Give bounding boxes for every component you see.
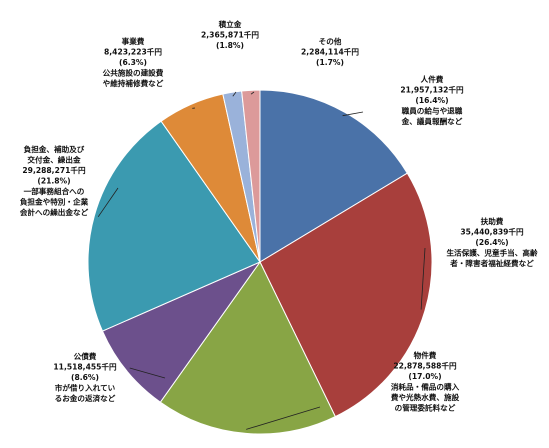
slice-label-supplies: 物件費 22,878,588千円(17.0%)消耗品・備品の購入費や光熱水費、施設… xyxy=(391,350,460,413)
slice-label-line: (6.3%) xyxy=(119,58,147,67)
slice-label-line: 公共施設の建設費 xyxy=(103,68,164,78)
slice-label-line: 費や光熱水費、施設 xyxy=(391,392,460,402)
slice-label-line: 人件費 xyxy=(420,74,444,84)
pie-slice-personnel xyxy=(259,89,408,263)
slice-label-line: 11,518,455千円 xyxy=(53,362,117,372)
slice-label-line: の管理委託料など xyxy=(395,403,456,413)
slice-label-line: 会計への繰出金など xyxy=(20,207,89,217)
slice-label-assistance: 扶助費 35,440,839千円(26.4%)生活保護、児童手当、高齢者・障害者福… xyxy=(446,216,538,268)
slice-label-line: (21.8%) xyxy=(37,177,70,186)
slice-label-line: 2,365,871千円 xyxy=(201,30,259,40)
leader-line-contributions xyxy=(97,187,119,218)
leader-line-reserve xyxy=(232,91,237,97)
slice-label-line: 負担金や特別・企業 xyxy=(20,197,89,207)
slice-label-line: や維持補修費など xyxy=(103,78,164,88)
leader-line-supplies xyxy=(246,406,321,430)
pie-slice-contributions xyxy=(87,120,261,332)
slice-label-line: 35,440,839千円 xyxy=(460,227,524,237)
slice-label-line: 交付金、繰出金 xyxy=(27,155,81,165)
slice-label-line: 21,957,132千円 xyxy=(400,85,464,95)
slice-labels: 人件費 21,957,132千円(16.4%)職員の給与や退職金、議員報酬など扶助… xyxy=(20,19,538,413)
pie-slice-other xyxy=(241,89,261,263)
leader-lines xyxy=(97,91,426,430)
slice-label-line: 職員の給与や退職 xyxy=(402,106,463,116)
slice-label-line: 一部事務組合への xyxy=(24,186,85,196)
slice-label-projects: 事業費 8,423,223千円(6.3%)公共施設の建設費や維持補修費など xyxy=(103,36,164,88)
slice-label-line: 負担金、補助及び xyxy=(24,144,85,154)
slice-label-line: 消耗品・備品の購入 xyxy=(391,382,460,392)
slice-label-line: 事業費 xyxy=(122,36,145,46)
slice-label-line: (17.0%) xyxy=(408,372,441,381)
leader-line-assistance xyxy=(420,247,426,310)
slice-label-contributions: 負担金、補助及び交付金、繰出金 29,288,271千円 (21.8%)一部事務組合… xyxy=(20,144,89,217)
slice-label-line: 29,288,271千円 xyxy=(22,165,86,175)
slice-label-line: (1.7%) xyxy=(316,58,344,67)
slice-label-other: その他 2,284,114千円(1.7%) xyxy=(301,36,359,67)
slice-label-line: 物件費 xyxy=(414,350,437,360)
slice-label-line: 市が借り入れてい xyxy=(55,383,116,393)
slice-label-line: その他 xyxy=(319,36,342,46)
slice-label-line: 公債費 xyxy=(74,351,97,361)
slice-label-line: 者・障害者福祉経費など xyxy=(449,258,534,268)
pie-slice-supplies xyxy=(159,261,337,435)
leader-line-personnel xyxy=(342,111,364,117)
slice-label-line: 金、議員報酬など xyxy=(401,116,463,126)
slice-label-reserve: 積立金 2,365,871千円(1.8%) xyxy=(201,19,259,50)
slice-label-line: 扶助費 xyxy=(481,216,504,226)
slice-label-line: (26.4%) xyxy=(475,238,508,247)
slice-label-line: 積立金 xyxy=(218,19,242,29)
slice-label-personnel: 人件費 21,957,132千円(16.4%)職員の給与や退職金、議員報酬など xyxy=(400,74,464,126)
slice-label-line: (1.8%) xyxy=(216,41,244,50)
pie-slices xyxy=(87,89,433,435)
slice-label-line: 8,423,223千円 xyxy=(104,47,162,57)
slice-label-line: るお金の返済など xyxy=(55,393,116,403)
leader-line-debt xyxy=(129,367,166,379)
slice-label-debt: 公債費 11,518,455千円(8.6%)市が借り入れているお金の返済など xyxy=(53,351,117,403)
slice-label-line: 生活保護、児童手当、高齢 xyxy=(446,248,538,258)
slice-label-line: 2,284,114千円 xyxy=(301,47,359,57)
pie-slice-assistance xyxy=(259,172,433,418)
slice-label-line: (16.4%) xyxy=(415,96,448,105)
pie-slice-debt xyxy=(101,260,262,403)
leader-line-other xyxy=(250,91,255,95)
slice-label-line: (8.6%) xyxy=(71,373,99,382)
slice-label-line: 22,878,588千円 xyxy=(393,361,457,371)
